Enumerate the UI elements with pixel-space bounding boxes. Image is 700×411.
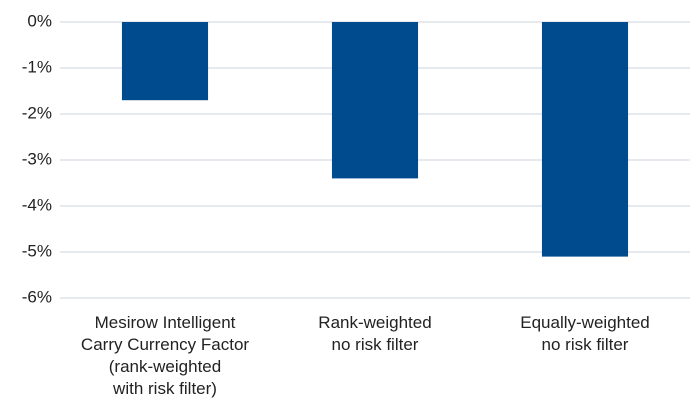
bar: [331, 22, 419, 179]
x-tick-label: Rank-weighted no risk filter: [318, 313, 432, 354]
x-tick-label: Equally-weighted no risk filter: [520, 313, 650, 354]
bar: [121, 22, 209, 101]
x-tick-label: Mesirow Intelligent Carry Currency Facto…: [80, 313, 250, 398]
y-tick-label: 0%: [27, 11, 52, 30]
y-tick-label: -4%: [22, 195, 52, 214]
bar: [541, 22, 629, 257]
y-tick-label: -3%: [22, 149, 52, 168]
y-tick-label: -6%: [22, 287, 52, 306]
y-tick-label: -5%: [22, 241, 52, 260]
y-tick-label: -2%: [22, 103, 52, 122]
y-tick-label: -1%: [22, 57, 52, 76]
